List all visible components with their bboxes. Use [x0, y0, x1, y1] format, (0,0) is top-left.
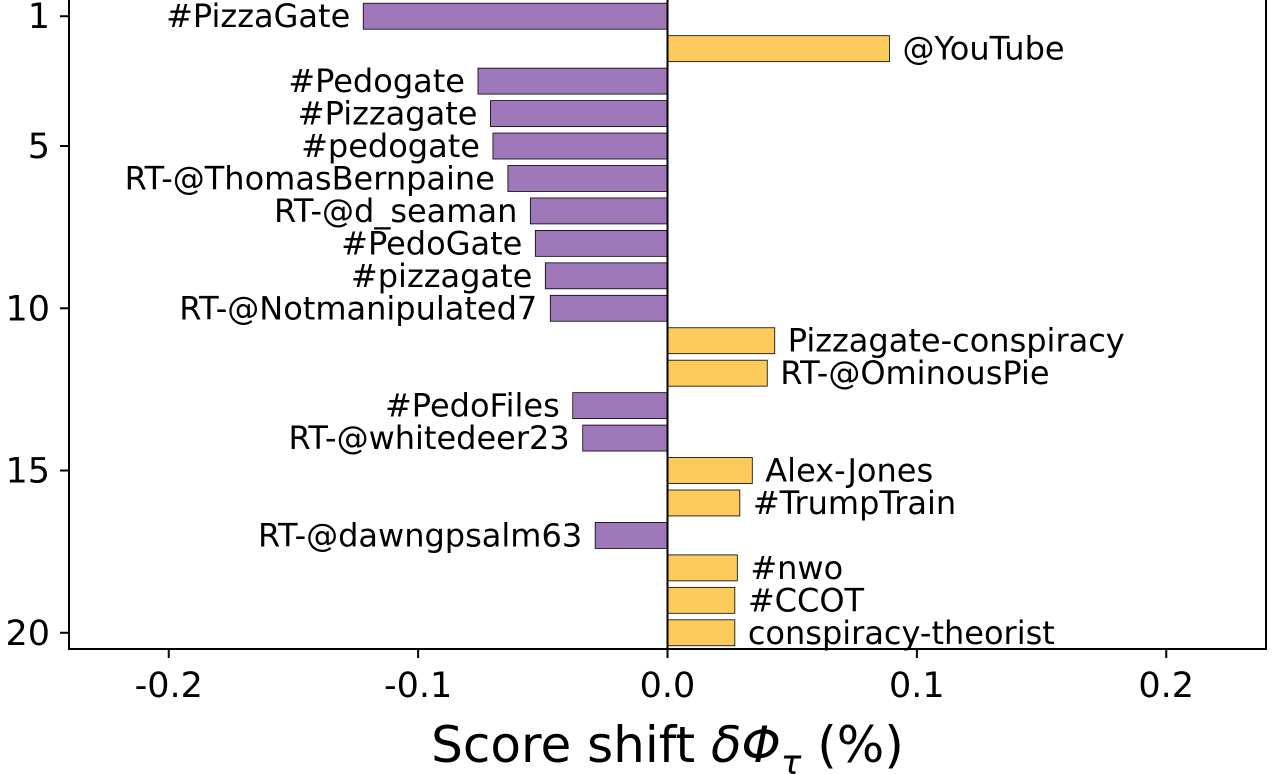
bar-8 — [534, 229, 668, 257]
y-tick-label: 5 — [28, 127, 50, 167]
bar-10 — [549, 294, 668, 322]
bar-label-15: Alex-Jones — [765, 452, 933, 490]
y-tick-label: 15 — [5, 452, 50, 492]
bar-13 — [572, 392, 668, 420]
bar-label-6: RT-@ThomasBernpaine — [125, 159, 495, 197]
y-tick-label: 1 — [28, 0, 50, 37]
bar-label-10: RT-@Notmanipulated7 — [179, 289, 537, 327]
bar-11 — [667, 327, 776, 355]
bar-label-14: RT-@whitedeer23 — [289, 419, 570, 457]
bar-label-12: RT-@OminousPie — [780, 354, 1049, 392]
x-tick-label: 0.0 — [640, 666, 696, 706]
bar-label-17: RT-@dawngpsalm63 — [258, 516, 582, 554]
x-axis-title-symbol: δΦ — [711, 716, 781, 774]
bar-5 — [492, 132, 668, 160]
bar-1 — [362, 2, 668, 30]
bar-3 — [477, 67, 668, 95]
bar-label-2: @YouTube — [902, 30, 1064, 68]
bar-label-3: #Pedogate — [288, 62, 465, 100]
x-axis-title-text: Score shift — [431, 716, 711, 774]
x-axis-title-suffix: (%) — [801, 716, 903, 774]
bar-label-5: #pedogate — [301, 127, 480, 165]
bar-20 — [667, 619, 736, 647]
bar-19 — [667, 586, 736, 614]
bar-9 — [544, 262, 668, 290]
x-tick-label: -0.2 — [135, 666, 203, 706]
bar-15 — [667, 457, 753, 484]
bar-label-16: #TrumpTrain — [753, 484, 956, 522]
x-tick-label: 0.2 — [1138, 666, 1194, 706]
x-axis-title: Score shift δΦτ (%) — [431, 716, 904, 774]
y-tick-label: 10 — [5, 289, 50, 329]
x-tick-label: 0.1 — [889, 666, 945, 706]
bar-16 — [667, 489, 741, 517]
y-tick-label: 20 — [5, 614, 50, 654]
bar-label-8: #PedoGate — [341, 224, 522, 262]
bar-17 — [594, 522, 668, 549]
bar-label-7: RT-@d_seaman — [274, 192, 517, 230]
bar-label-11: Pizzagate-conspiracy — [788, 322, 1125, 360]
bar-label-1: #PizzaGate — [166, 0, 350, 35]
x-axis-title-subscript: τ — [781, 743, 802, 774]
bar-2 — [667, 35, 890, 63]
bar-7 — [529, 197, 668, 225]
bars-layer: #PizzaGate @YouTube #Pedogate#Pizzagate#pe… — [125, 0, 1125, 652]
bar-label-20: conspiracy-theorist — [748, 614, 1055, 652]
bar-18 — [667, 554, 738, 582]
bar-4 — [490, 100, 668, 127]
bar-label-19: #CCOT — [748, 581, 865, 619]
bar-14 — [582, 424, 668, 452]
bar-6 — [507, 165, 668, 192]
bar-label-18: #nwo — [750, 549, 843, 587]
bar-label-9: #pizzagate — [351, 257, 532, 295]
bar-label-13: #PedoFiles — [385, 387, 560, 425]
x-tick-label: -0.1 — [384, 666, 452, 706]
bar-label-4: #Pizzagate — [298, 95, 478, 133]
bar-12 — [667, 359, 768, 387]
